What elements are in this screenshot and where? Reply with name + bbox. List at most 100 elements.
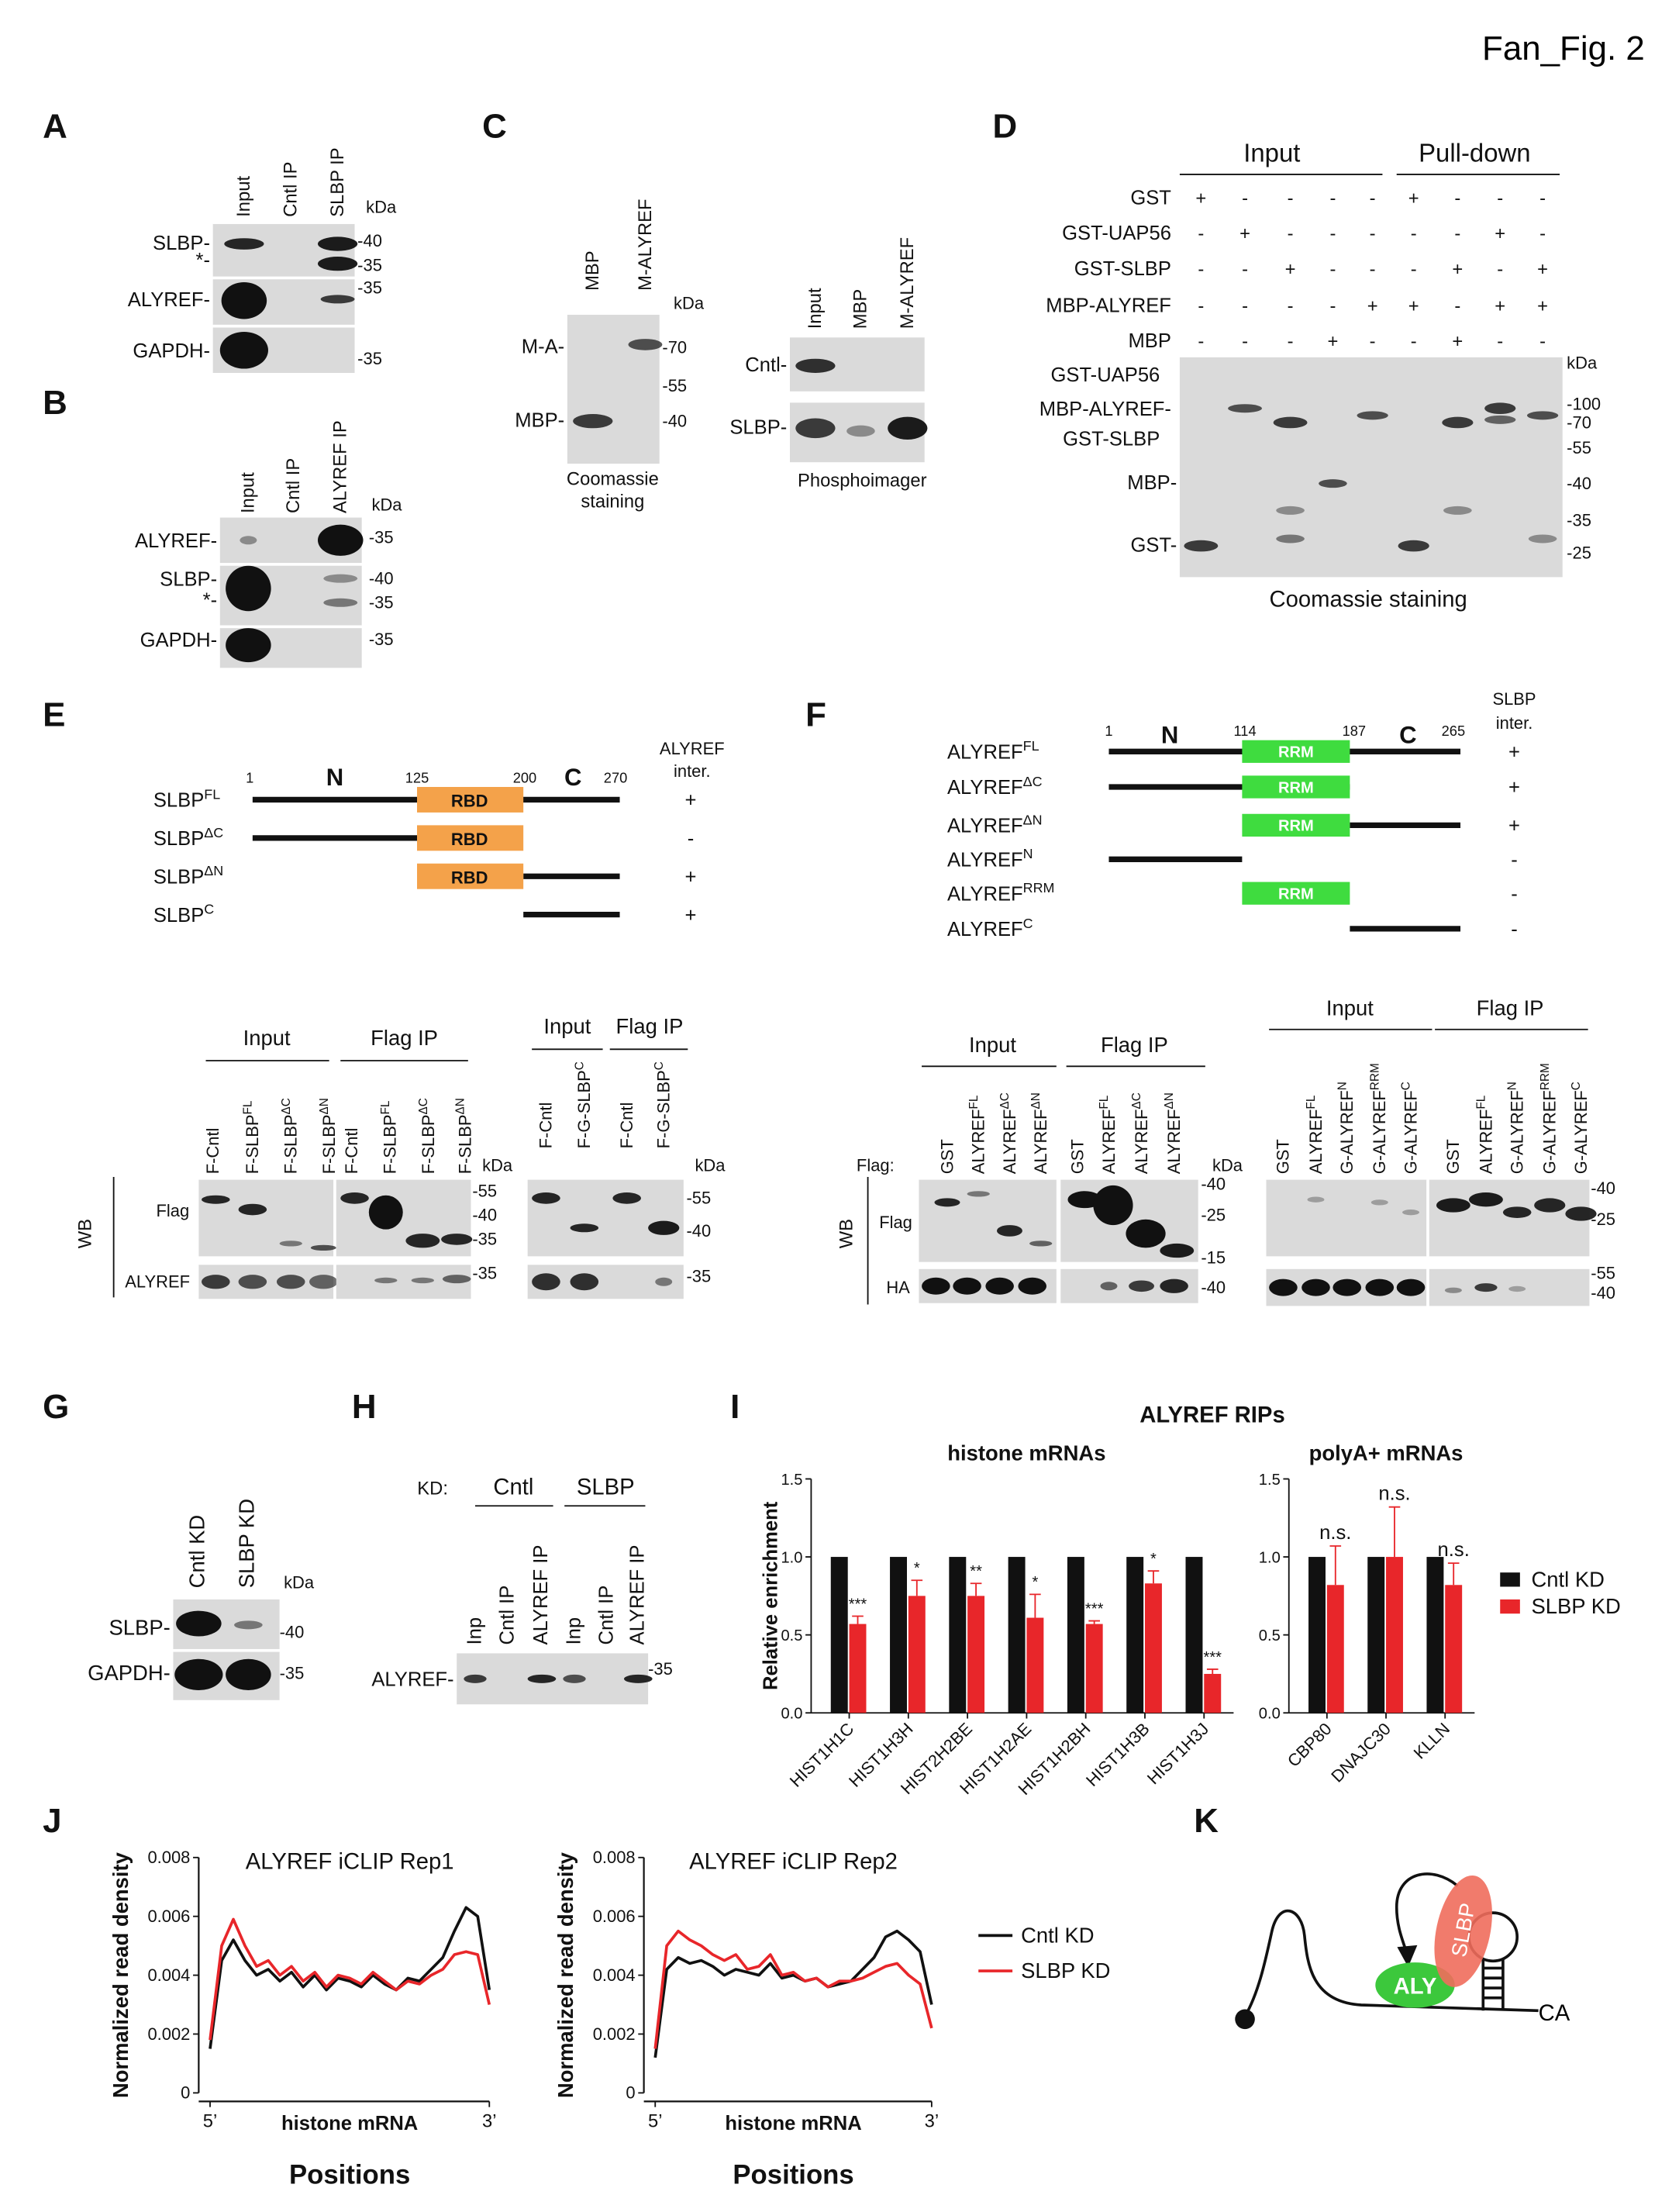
significance: ** [970,1563,982,1580]
panel-letter: J [43,1802,61,1840]
lane-label: ALYREFFL [1098,1095,1119,1174]
label: MBP- [1127,472,1177,494]
label: Input [1326,996,1374,1020]
bar [849,1624,867,1713]
band [240,536,257,545]
band [795,358,836,373]
band [628,339,663,350]
sign: + [1495,295,1505,316]
band [922,1277,950,1295]
label: kDa [366,197,397,216]
kda-marker: -40 [686,1221,711,1241]
domain-box [417,787,524,813]
band [1129,1280,1155,1292]
band [310,1244,336,1251]
band [224,238,264,250]
group-label: Input [1243,138,1300,167]
band [317,524,364,556]
lane-label: ALYREFFL [967,1095,988,1174]
sign: - [1497,259,1503,280]
band [1508,1285,1526,1292]
sign: - [1539,331,1546,352]
blot [527,1179,684,1257]
bar [1326,1585,1344,1713]
construct-label: ALYREFΔN [947,812,1043,837]
label-base: G-ALYREF [1401,1090,1420,1174]
interaction: + [1508,777,1520,799]
lane-label: F-SLBPFL [379,1100,400,1174]
significance: n.s. [1438,1539,1470,1561]
band [1228,404,1262,413]
label-base: G-ALYREF [1337,1090,1357,1174]
label-superscript: C [204,902,214,917]
band [1484,415,1516,424]
residue: 1 [246,770,253,786]
row-label: MBP [1128,330,1170,352]
band [238,1275,267,1289]
band [1126,1219,1166,1248]
label: kDa [1212,1156,1243,1175]
blot [919,1179,1057,1262]
band [1301,1279,1330,1296]
row-label: Cntl- [745,354,787,376]
significance: n.s. [1319,1522,1351,1544]
label: Flag IP [1101,1033,1168,1057]
band [1029,1241,1053,1247]
label-superscript: FL [379,1100,392,1114]
bar [890,1557,908,1713]
bar [1426,1557,1444,1713]
sign: - [1411,259,1417,280]
figure-title: Fan_Fig. 2 [1482,29,1645,67]
lane-label: M-ALYREF [897,237,918,329]
lane-label: ALYREF IP [530,1544,552,1644]
label-superscript: ΔN [1163,1092,1176,1109]
label-superscript: RRM [1368,1063,1381,1090]
row-label: *- [196,250,210,271]
band [368,1195,403,1230]
y-tick-label: 0.008 [593,1848,636,1867]
caption: Phosphoimager [798,470,927,491]
cap [1235,2009,1255,2030]
band [1357,411,1388,420]
significance: * [1032,1574,1038,1591]
kda-marker: -25 [1591,1210,1615,1229]
sign: + [1537,295,1548,316]
lane-label: GST [1274,1139,1293,1174]
sign: - [1288,223,1294,244]
significance: * [1150,1551,1157,1568]
sign: + [1408,295,1419,316]
caption: Coomassie [567,468,659,489]
row-label: GST-SLBP [1074,258,1171,280]
lane-label: F-SLBPΔC [417,1098,438,1174]
row-label: SLBP- [153,233,210,254]
band [1365,1279,1395,1296]
band [1319,479,1347,488]
sign: + [1408,188,1419,209]
kda-marker: -40 [1201,1174,1226,1193]
kda-marker: -55 [472,1182,497,1201]
interaction: + [1508,816,1520,837]
label-base: F-SLBP [319,1114,339,1174]
label-superscript: FL [1474,1095,1488,1109]
lane-label: G-ALYREFRRM [1368,1063,1389,1174]
label: RRM [1278,818,1314,835]
band [570,1273,599,1291]
band [219,331,268,369]
label: RRM [1278,779,1314,796]
label-superscript: ΔC [1023,774,1043,789]
lane-label: ALYREF IP [627,1544,649,1644]
label-superscript: FL [1098,1095,1111,1109]
band [323,598,358,607]
label-base: ALYREF [947,777,1023,799]
construct-label: SLBPΔC [153,825,223,850]
label-superscript: ΔN [318,1098,331,1114]
label: histone mRNA [281,2113,418,2134]
band [612,1192,641,1204]
label-superscript: FL [1023,738,1039,754]
bar [1308,1557,1326,1713]
label-base: ALYREF [969,1109,988,1175]
line-series [209,1917,491,2041]
line-series [653,1929,933,2049]
label: kDa [482,1156,513,1175]
legend-label: Cntl KD [1021,1924,1094,1948]
